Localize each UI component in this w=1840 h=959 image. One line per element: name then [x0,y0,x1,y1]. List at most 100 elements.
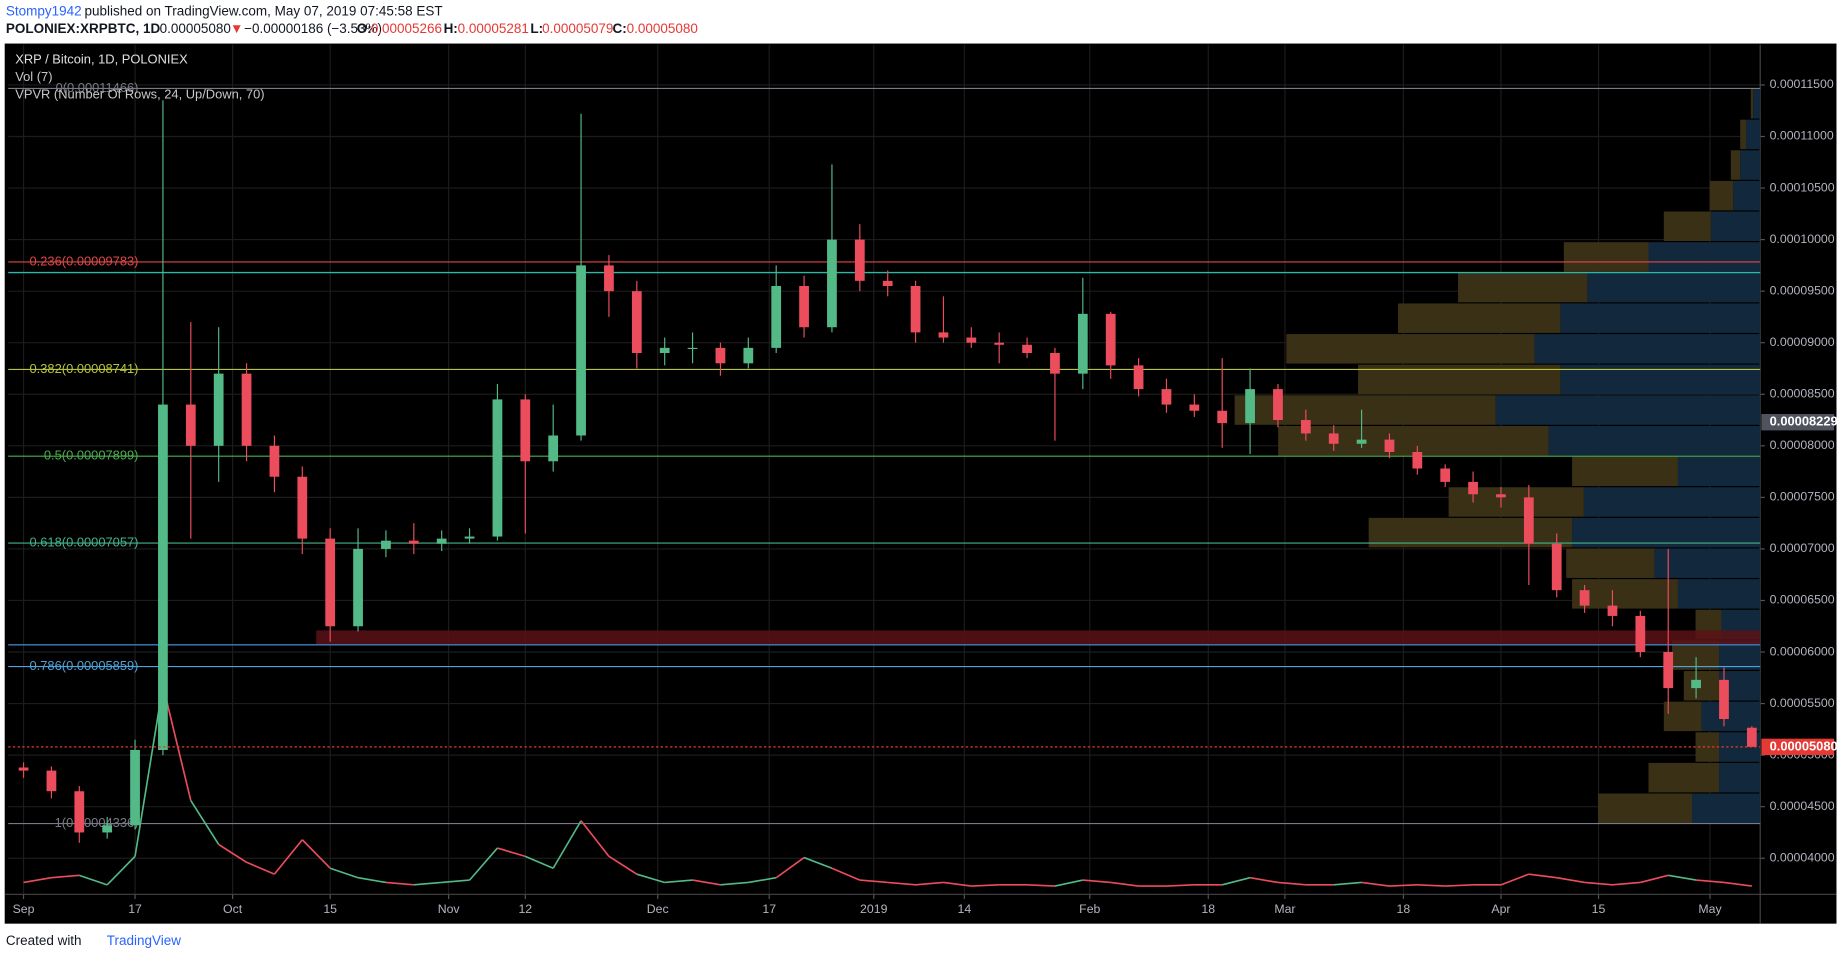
volume-segment [664,879,693,884]
vpvr-up [1740,150,1761,180]
vpvr-down [1648,762,1720,793]
author[interactable]: Stompy1942 [6,3,82,18]
footer-brand[interactable]: TradingView [107,933,181,948]
high-value: 0.00005281 [458,21,529,36]
candle-body [46,770,57,792]
vpvr-up [1710,211,1761,242]
candle-body [74,791,85,833]
candle-body [130,749,140,826]
y-tick-label: 0.00005500 [1770,696,1835,710]
candle-body [1579,590,1590,606]
candle-body [1440,468,1451,482]
vpvr-up [1753,89,1761,119]
x-tick-label: Mar [1274,902,1295,916]
volume-title: Vol (7) [15,69,52,84]
candle-body [938,332,949,338]
x-tick-label: 15 [1592,902,1606,916]
candle-body [1245,389,1255,424]
volume-segment [1500,873,1530,886]
candle-body [1273,389,1283,421]
vpvr-down [1368,517,1573,548]
y-tick-label: 0.00008500 [1770,387,1835,401]
volume-segment [803,856,833,870]
x-tick-label: 2019 [860,902,888,916]
candle-body [158,404,168,750]
vpvr-title: VPVR (Number Of Rows, 24, Up/Down, 70) [15,87,264,102]
y-tick-label: 0.00006500 [1770,593,1835,607]
volume-segment [1027,884,1055,887]
volume-segment [608,855,638,875]
y-tick-label: 0.00011500 [1770,77,1834,91]
candle-body [1663,652,1674,689]
vpvr-down [1750,89,1754,119]
vpvr-down [1566,548,1655,578]
vpvr-down [1597,793,1693,824]
vpvr-up [1719,762,1761,793]
vpvr-down [1458,272,1588,303]
candle-body [1635,615,1646,653]
vpvr-down [1278,425,1549,456]
x-tick-label: 14 [958,902,972,916]
fib-label: 1(0.00004336) [55,815,139,830]
candle-body [381,540,391,549]
vpvr-up [1534,334,1761,364]
volume-segment [1054,879,1083,887]
volume-segment [692,879,721,886]
candle-body [492,399,503,537]
price-tag-label: 0.00005080 [1770,738,1838,753]
volume-segment [1528,873,1557,879]
vpvr-down [1709,180,1734,211]
vpvr-down [1398,303,1561,333]
volume-segment [413,881,442,886]
fib-label: 0(0.00011466) [56,80,139,95]
candle-body [882,280,893,286]
vpvr-up [1746,119,1761,150]
price-tag [1761,413,1835,431]
price-tag [1761,738,1835,756]
layers: 0.000040000.000045000.000050000.00005500… [4,44,1838,924]
vpvr-down [1740,119,1747,150]
price-tag-label: 0.00008229 [1770,414,1838,429]
candle-body [576,265,586,436]
volume-segment [1417,884,1446,887]
vpvr-up [1733,180,1761,211]
candle-body [1217,410,1228,424]
candle-body [659,347,670,354]
candle-body [1719,679,1729,720]
candle-body [1412,451,1423,469]
vpvr-down [1572,456,1678,487]
volume-segment [1612,881,1641,886]
candle-body [1523,497,1534,544]
fib-label: 0.786(0.00005859) [30,658,139,673]
volume-segment [915,881,944,886]
volume-segment [1668,874,1697,881]
candle-body [1468,481,1478,495]
volume-segment [943,881,972,887]
fib-label: 0.618(0.00007057) [30,534,139,549]
candle-body [325,538,336,627]
candle-body [1691,679,1701,689]
volume-segment [51,874,80,879]
volume-segment [887,881,916,886]
volume-segment [1082,879,1111,884]
x-tick-label: Dec [647,902,669,916]
volume-segment [329,867,359,879]
symbol: POLONIEX:XRPBTC, 1D [6,21,161,36]
y-tick-label: 0.00009000 [1770,335,1835,349]
x-tick-label: May [1698,902,1722,916]
volume-segment [1361,881,1390,887]
x-tick-label: 18 [1397,902,1411,916]
x-tick-label: 18 [1201,902,1215,916]
candle-body [1746,727,1757,747]
volume-segment [1556,876,1585,884]
chart-title: XRP / Bitcoin, 1D, POLONIEX [15,51,188,66]
published: published on TradingView.com, May 07, 20… [84,3,442,18]
volume-segment [273,839,303,875]
vpvr-up [1692,793,1761,824]
candle-body [548,435,559,462]
y-tick-label: 0.00006000 [1770,644,1835,658]
volume-segment [218,843,247,863]
volume-segment [385,881,414,886]
volume-segment [1333,881,1362,886]
vpvr-up [1548,425,1761,456]
